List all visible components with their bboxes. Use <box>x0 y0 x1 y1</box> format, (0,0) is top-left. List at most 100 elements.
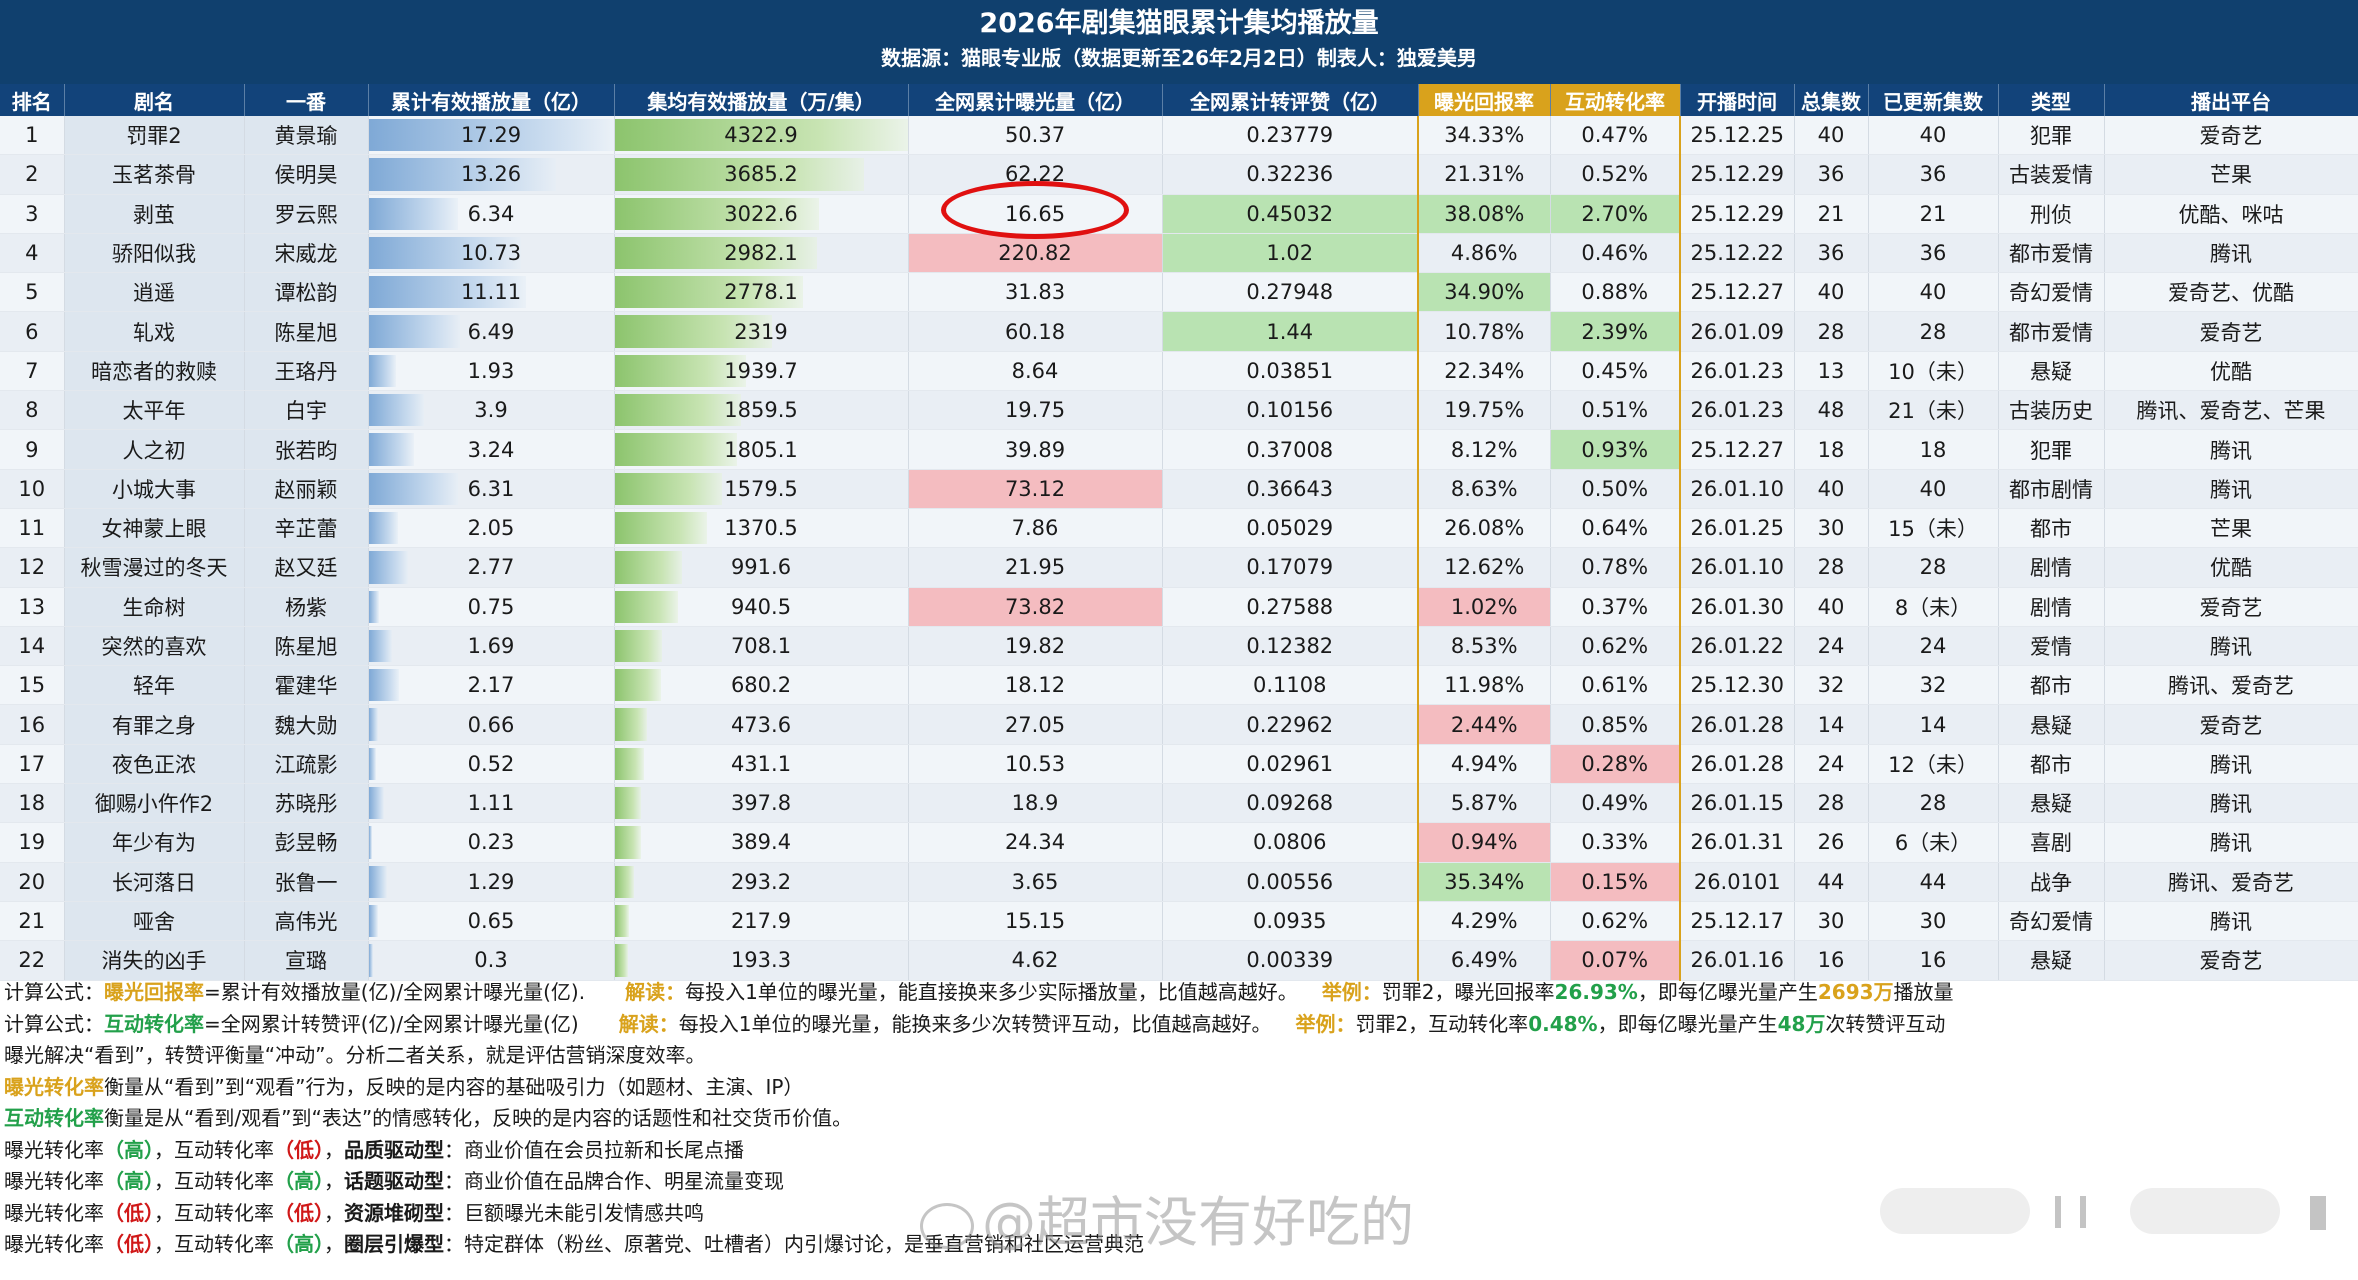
col-header-conversion-rate: 互动转化率 <box>1550 84 1681 116</box>
rank-cell-value: 7 <box>25 358 39 383</box>
platform-cell: 优酷 <box>2104 547 2358 588</box>
avg-cell-value: 397.8 <box>730 791 792 816</box>
play-cell-value: 0.75 <box>467 594 515 619</box>
date-cell-value: 26.01.25 <box>1690 516 1784 541</box>
avg-cell-value: 1370.5 <box>724 516 798 541</box>
date-cell-value: 26.01.23 <box>1690 358 1784 383</box>
avg-cell: 1370.5 <box>614 508 909 549</box>
table-header-banner: 2026年剧集猫眼累计集均播放量 数据源：猫眼专业版（数据更新至26年2月2日）… <box>0 0 2358 84</box>
name-cell: 年少有为 <box>64 822 245 863</box>
rank-cell: 22 <box>0 940 65 981</box>
return-rate-cell-value: 34.90% <box>1444 280 1525 305</box>
date-cell: 26.0101 <box>1680 862 1795 902</box>
name-cell-value: 消失的凶手 <box>101 949 207 974</box>
combo-type: 品质驱动型 <box>344 1137 444 1162</box>
rank-cell: 14 <box>0 626 65 667</box>
return-rate-cell-value: 21.31% <box>1444 162 1525 187</box>
lead-cell: 宋威龙 <box>244 233 369 274</box>
combo-type: 资源堆砌型 <box>344 1200 444 1225</box>
note-key: 互动转化率 <box>104 1011 204 1036</box>
interaction-cell: 0.1108 <box>1162 665 1419 706</box>
name-cell-value: 小城大事 <box>112 477 196 502</box>
exposure-cell-value: 18.12 <box>1004 673 1066 698</box>
platform-cell-value: 爱奇艺 <box>2199 124 2263 149</box>
play-cell: 2.17 <box>368 665 615 706</box>
total-episodes-cell-value: 13 <box>1817 358 1845 383</box>
lead-cell-value: 陈星旭 <box>274 320 338 345</box>
total-episodes-cell: 40 <box>1794 116 1869 156</box>
updated-episodes-cell: 6（未） <box>1868 822 1999 863</box>
platform-cell-value: 芒果 <box>2210 517 2252 542</box>
date-cell: 26.01.30 <box>1680 587 1795 627</box>
conversion-rate-cell-value: 0.52% <box>1581 162 1649 187</box>
genre-cell-value: 喜剧 <box>2030 831 2072 856</box>
name-cell: 暗恋者的救赎 <box>64 351 245 392</box>
table-row: 4 骄阳似我 宋威龙 10.73 2982.1 220.82 1.02 4.86% 0.46% 2… <box>0 233 2358 274</box>
avg-cell-value: 4322.9 <box>724 123 798 148</box>
toolbar-pill[interactable] <box>1880 1188 2030 1234</box>
conversion-rate-cell-value: 0.47% <box>1581 123 1649 148</box>
rank-cell: 15 <box>0 665 65 706</box>
total-episodes-cell-value: 28 <box>1817 319 1845 344</box>
play-data-bar <box>368 433 415 466</box>
total-episodes-cell-value: 28 <box>1817 791 1845 816</box>
return-rate-cell-value: 19.75% <box>1444 398 1525 423</box>
date-cell: 25.12.17 <box>1680 901 1795 942</box>
return-rate-cell: 5.87% <box>1417 783 1551 824</box>
col-header-return-rate: 曝光回报率 <box>1418 84 1551 116</box>
note-example-text: 罚罪2，互动转化率 <box>1355 1011 1529 1036</box>
exposure-cell: 73.12 <box>908 469 1163 509</box>
updated-episodes-cell-value: 21（未） <box>1888 399 1978 424</box>
avg-cell: 2982.1 <box>614 233 909 274</box>
updated-episodes-cell: 14 <box>1868 704 1999 745</box>
date-cell-value: 26.01.30 <box>1690 594 1784 619</box>
return-rate-cell-value: 6.49% <box>1450 948 1518 973</box>
toolbar-square-icon[interactable] <box>2310 1196 2326 1230</box>
combo-b-lvl: （低） <box>274 1137 324 1162</box>
date-cell: 26.01.15 <box>1680 783 1795 824</box>
toolbar-pill[interactable] <box>2130 1188 2280 1234</box>
note-combo-line: 曝光转化率（高），互动转化率（高），话题驱动型：商业价值在品牌合作、明星流量变现 <box>4 1166 2354 1198</box>
interaction-cell-value: 0.37008 <box>1246 437 1334 462</box>
genre-cell-value: 悬疑 <box>2030 713 2072 738</box>
date-cell-value: 25.12.17 <box>1690 909 1784 934</box>
total-episodes-cell-value: 24 <box>1817 634 1845 658</box>
return-rate-cell: 4.29% <box>1417 901 1551 942</box>
combo-desc: 商业价值在品牌合作、明星流量变现 <box>464 1169 784 1193</box>
note-label: 计算公式： <box>4 980 104 1004</box>
exposure-cell-value: 60.18 <box>1004 319 1066 344</box>
genre-cell-value: 悬疑 <box>2030 792 2072 817</box>
updated-episodes-cell: 30 <box>1868 901 1999 942</box>
play-cell: 6.31 <box>368 469 615 509</box>
name-cell-value: 暗恋者的救赎 <box>91 359 217 384</box>
note-example-text: 播放量 <box>1893 980 1954 1004</box>
rank-cell-value: 4 <box>25 241 39 266</box>
avg-cell: 3685.2 <box>614 154 909 195</box>
lead-cell-value: 张若昀 <box>274 438 338 463</box>
lead-cell-value: 霍建华 <box>274 674 338 699</box>
updated-episodes-cell-value: 40 <box>1919 123 1947 148</box>
exposure-cell-value: 16.65 <box>1004 201 1066 226</box>
interaction-cell-value: 0.00339 <box>1246 948 1334 973</box>
genre-cell-value: 都市 <box>2030 752 2072 777</box>
return-rate-cell-value: 34.33% <box>1444 123 1525 148</box>
exposure-cell-value: 4.62 <box>1011 948 1059 973</box>
lead-cell-value: 王珞丹 <box>274 359 338 384</box>
genre-cell: 古装历史 <box>1998 390 2105 431</box>
play-cell-value: 0.66 <box>467 712 515 737</box>
conversion-rate-cell-value: 0.88% <box>1581 280 1649 305</box>
return-rate-cell-value: 4.86% <box>1450 241 1518 266</box>
updated-episodes-cell: 21 <box>1868 194 1999 234</box>
date-cell-value: 25.12.29 <box>1690 162 1784 187</box>
note-example-value: 26.93% <box>1554 980 1638 1004</box>
interaction-cell-value: 0.1108 <box>1253 673 1327 698</box>
conversion-rate-cell: 0.85% <box>1550 704 1681 745</box>
return-rate-cell: 26.08% <box>1417 508 1551 549</box>
rank-cell-value: 18 <box>18 791 46 816</box>
play-data-bar <box>368 315 461 348</box>
punctuation: ： <box>444 1137 464 1162</box>
rank-cell: 19 <box>0 822 65 863</box>
return-rate-cell-value: 10.78% <box>1444 319 1525 344</box>
combo-a: 曝光转化率 <box>4 1232 104 1256</box>
table-row: 7 暗恋者的救赎 王珞丹 1.93 1939.7 8.64 0.03851 22.34% 0.4… <box>0 351 2358 392</box>
